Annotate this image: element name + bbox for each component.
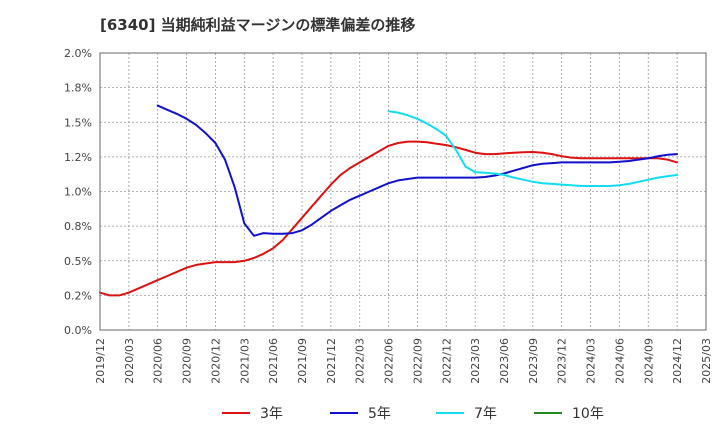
chart-title: [6340] 当期純利益マージンの標準偏差の推移: [100, 16, 416, 34]
x-tick-label: 2024/03: [585, 338, 598, 384]
x-tick-label: 2024/06: [613, 338, 626, 384]
x-axis: 2019/12 2020/03 2020/06 2020/09 2020/12 2021/…: [94, 338, 713, 384]
plot-area: [100, 53, 706, 330]
y-tick-label: 1.5%: [64, 116, 92, 129]
series-lines: [99, 104, 679, 297]
x-tick-label: 2019/12: [94, 338, 107, 384]
legend-label: 5年: [368, 406, 391, 422]
legend-label: 3年: [260, 406, 283, 422]
y-tick-label: 0.5%: [64, 255, 92, 268]
x-tick-label: 2022/09: [411, 338, 424, 384]
x-tick-label: 2025/03: [700, 338, 713, 384]
x-tick-label: 2022/06: [383, 338, 396, 384]
x-tick-label: 2020/06: [152, 338, 165, 384]
x-tick-label: 2024/09: [642, 338, 655, 384]
x-tick-label: 2021/09: [296, 338, 309, 384]
x-tick-label: 2020/03: [123, 338, 136, 384]
legend: 3年 5年 7年 10年: [222, 406, 604, 422]
x-tick-label: 2021/03: [238, 338, 251, 384]
plot-border: [99, 52, 707, 331]
x-tick-label: 2023/12: [556, 338, 569, 384]
x-tick-label: 2023/03: [469, 338, 482, 384]
x-tick-label: 2020/12: [209, 338, 222, 384]
y-tick-label: 0.0%: [64, 324, 92, 337]
grid: [100, 53, 706, 330]
series-1: [156, 104, 679, 237]
y-tick-label: 1.0%: [64, 186, 92, 199]
x-tick-label: 2021/06: [267, 338, 280, 384]
series-2: [387, 110, 679, 187]
y-tick-label: 1.2%: [64, 151, 92, 164]
legend-label: 7年: [474, 406, 497, 422]
y-tick-label: 0.8%: [64, 220, 92, 233]
y-tick-label: 0.2%: [64, 289, 92, 302]
x-tick-label: 2024/12: [671, 338, 684, 384]
y-tick-label: 1.8%: [64, 82, 92, 95]
y-axis: 0.0% 0.2% 0.5% 0.8% 1.0% 1.2% 1.5% 1.8% 2.0%: [64, 47, 92, 337]
x-tick-label: 2023/06: [498, 338, 511, 384]
x-tick-label: 2022/03: [354, 338, 367, 384]
x-tick-label: 2022/12: [440, 338, 453, 384]
x-tick-label: 2020/09: [181, 338, 194, 384]
x-tick-label: 2021/12: [325, 338, 338, 384]
legend-label: 10年: [572, 406, 604, 422]
y-tick-label: 2.0%: [64, 47, 92, 60]
x-tick-label: 2023/09: [527, 338, 540, 384]
